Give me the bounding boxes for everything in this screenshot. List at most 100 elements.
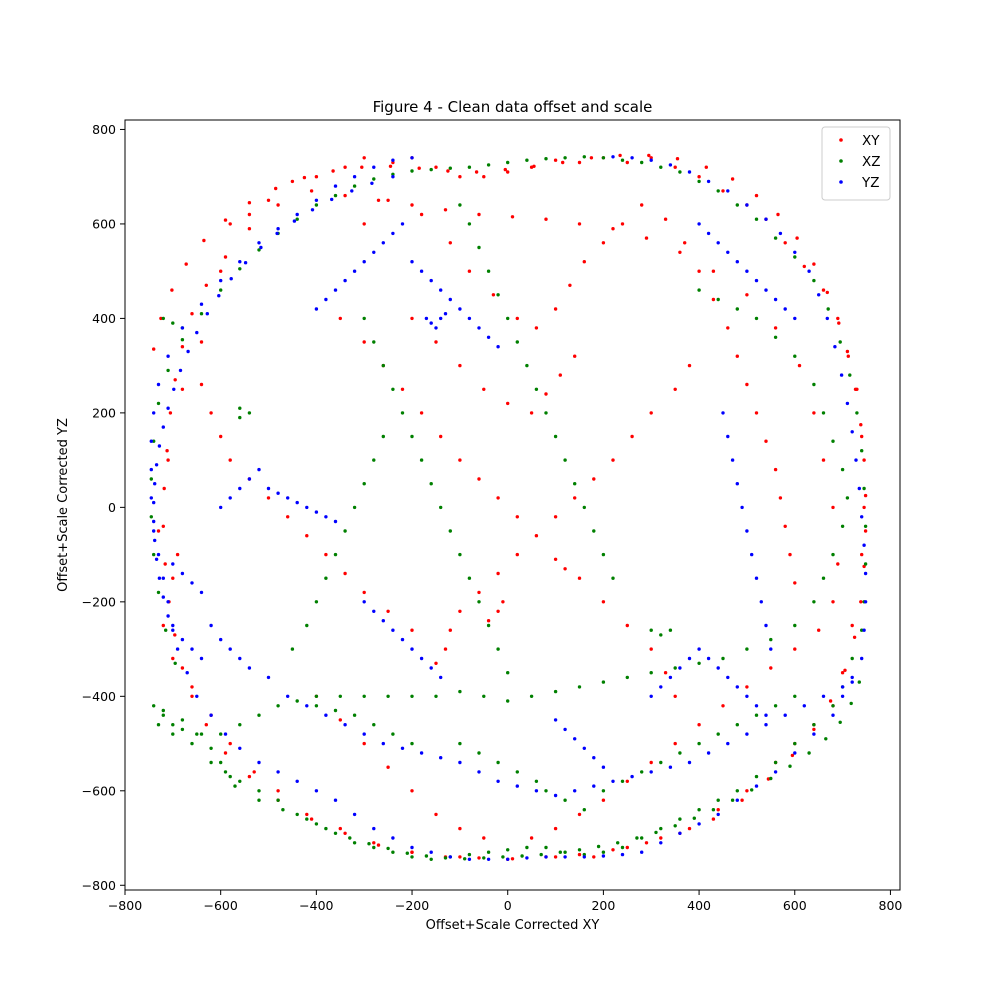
point-xy-12 (362, 156, 366, 160)
point-xz-176 (324, 576, 328, 580)
point-xy-7 (247, 212, 252, 217)
point-xy-141 (515, 515, 519, 519)
point-xy-9 (290, 179, 295, 184)
point-yz-124 (764, 723, 768, 727)
point-xz-134 (735, 307, 739, 311)
point-xy-122 (199, 382, 204, 387)
point-yz-43 (850, 680, 854, 684)
point-xy-40 (840, 671, 845, 675)
point-xy-11 (343, 165, 347, 169)
point-yz-151 (448, 297, 452, 302)
point-xy-247 (776, 212, 780, 217)
point-xy-177 (821, 458, 826, 462)
point-yz-148 (419, 269, 424, 273)
point-xz-2 (171, 723, 175, 727)
point-xy-180 (773, 326, 778, 330)
point-xy-16 (458, 175, 462, 179)
point-xy-272 (152, 347, 156, 351)
point-yz-172 (697, 222, 701, 226)
point-yz-106 (419, 751, 424, 755)
point-xz-231 (443, 856, 448, 860)
point-xy-201 (173, 378, 177, 382)
point-xz-62 (620, 158, 625, 162)
point-xz-71 (448, 166, 452, 170)
point-xz-22 (506, 848, 510, 852)
point-xy-67 (386, 198, 390, 202)
y-tick-label-5: 200 (92, 405, 116, 420)
point-xy-55 (372, 841, 376, 845)
point-yz-72 (372, 165, 376, 169)
point-xz-70 (467, 165, 472, 169)
point-xy-112 (362, 590, 366, 595)
point-xz-241 (635, 836, 639, 840)
point-xz-142 (592, 529, 596, 533)
point-yz-53 (845, 401, 850, 406)
point-yz-207 (553, 718, 558, 722)
point-yz-218 (199, 656, 204, 661)
point-yz-17 (372, 826, 376, 831)
point-xy-172 (793, 647, 797, 651)
point-xy-90 (778, 496, 783, 500)
point-xy-2 (166, 458, 170, 462)
point-yz-188 (745, 694, 749, 698)
point-yz-19 (410, 845, 414, 850)
point-xy-87 (754, 411, 759, 415)
point-xz-225 (324, 826, 328, 831)
point-yz-99 (286, 694, 290, 698)
y-tick-label-4: 0 (108, 500, 116, 515)
point-xz-118 (721, 656, 725, 661)
point-xy-233 (843, 668, 847, 672)
point-xz-167 (458, 552, 462, 557)
point-xz-228 (386, 846, 390, 851)
point-xy-170 (745, 685, 749, 689)
point-xy-60 (228, 741, 232, 746)
point-xy-82 (697, 269, 701, 273)
point-yz-211 (592, 756, 596, 760)
point-xz-172 (506, 671, 510, 675)
point-xz-57 (716, 189, 720, 193)
point-xy-115 (305, 534, 309, 538)
point-xz-239 (596, 844, 601, 849)
point-xy-107 (448, 628, 452, 632)
point-xz-190 (678, 751, 682, 755)
point-yz-247 (350, 189, 354, 193)
point-xy-121 (209, 411, 213, 415)
point-xy-130 (558, 373, 562, 377)
point-yz-226 (153, 538, 157, 543)
point-xy-113 (343, 571, 347, 576)
point-yz-69 (611, 155, 615, 159)
point-xz-164 (429, 482, 433, 486)
point-yz-244 (292, 219, 297, 223)
point-xy-75 (568, 283, 572, 287)
legend-box (821, 126, 891, 201)
point-xz-1 (161, 713, 165, 717)
point-xy-173 (817, 628, 821, 632)
point-xz-161 (400, 411, 405, 415)
point-yz-237 (195, 330, 199, 335)
point-yz-197 (726, 434, 730, 439)
point-xz-156 (458, 203, 462, 207)
x-axis-ticks: −800 −600 −400 −200 0 200 400 600 800 (108, 890, 902, 913)
point-xy-178 (812, 411, 816, 415)
point-xz-131 (793, 354, 797, 358)
point-yz-223 (161, 595, 165, 599)
point-xy-137 (439, 434, 443, 439)
point-yz-35 (716, 812, 720, 817)
point-yz-29 (601, 854, 606, 858)
point-xz-8 (238, 779, 242, 783)
legend-marker-xy (839, 138, 843, 142)
point-xz-184 (563, 798, 567, 802)
point-xz-87 (156, 401, 161, 406)
point-xz-195 (773, 704, 778, 708)
point-xy-162 (553, 826, 558, 831)
point-xy-56 (338, 826, 342, 831)
point-xz-95 (161, 316, 165, 321)
point-xz-7 (228, 774, 232, 779)
point-xz-0 (152, 704, 156, 708)
x-tick-label-5: 200 (591, 898, 615, 913)
point-yz-96 (238, 656, 242, 661)
point-yz-88 (149, 496, 153, 500)
point-xz-168 (467, 576, 472, 580)
point-yz-44 (860, 656, 864, 661)
point-xy-25 (673, 165, 677, 169)
